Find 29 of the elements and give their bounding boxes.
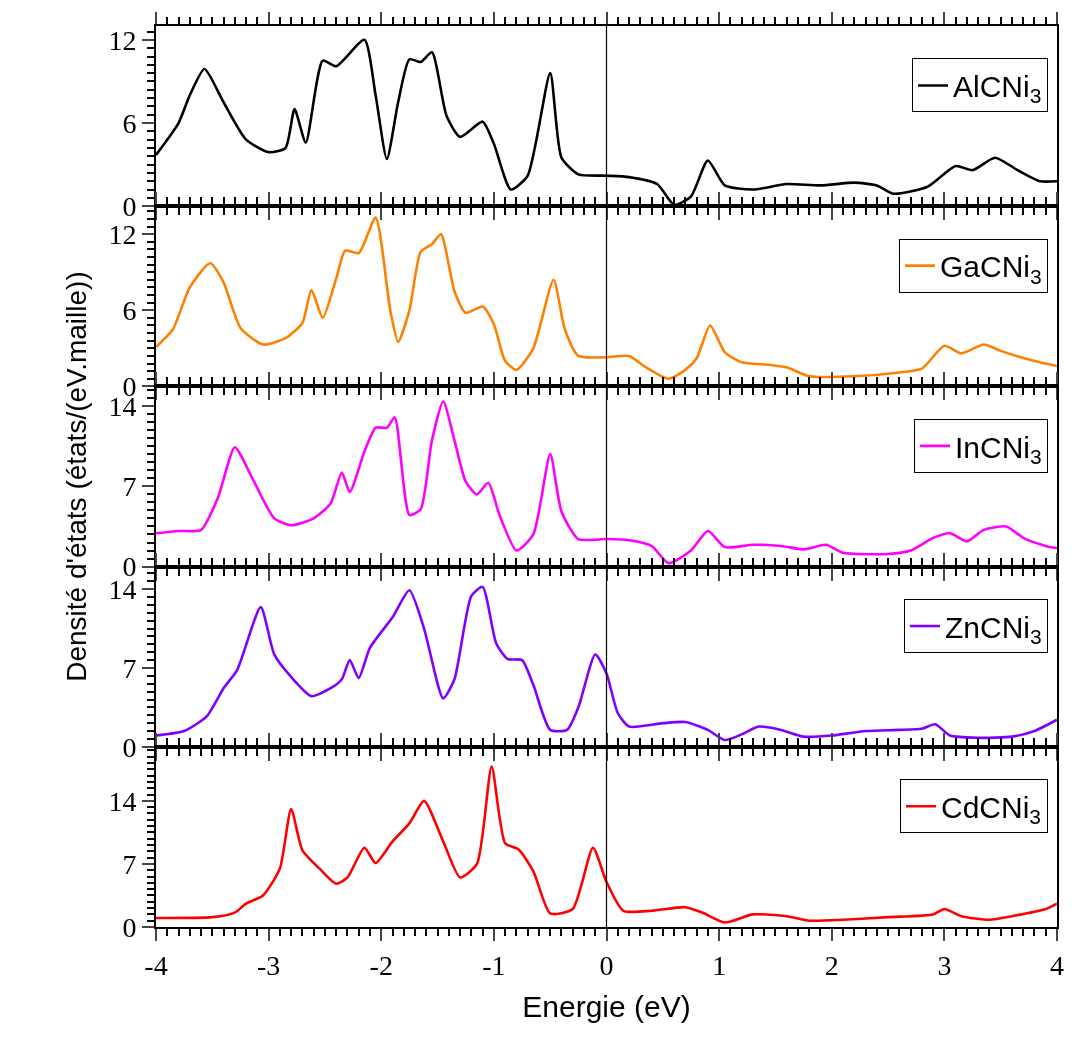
x-tick-label: 2 bbox=[824, 949, 839, 981]
x-tick-label: -4 bbox=[144, 949, 168, 981]
y-tick-label: 0 bbox=[122, 911, 137, 943]
x-axis-title: Energie (eV) bbox=[522, 989, 691, 1023]
line-series bbox=[156, 585, 1057, 742]
legend-label: GaCNi$_{3}$ bbox=[939, 250, 1042, 288]
y-tick-label: 6 bbox=[122, 295, 137, 327]
legend-label: CdCNi$_{3}$ bbox=[940, 790, 1042, 829]
y-tick-label: 6 bbox=[122, 107, 137, 139]
x-tick-label: 0 bbox=[599, 949, 614, 981]
y-tick-label: 12 bbox=[108, 24, 137, 56]
x-tick-label: -1 bbox=[482, 949, 506, 981]
x-tick-label: -2 bbox=[369, 949, 393, 981]
y-tick-label: 14 bbox=[108, 785, 137, 817]
x-tick-label: 1 bbox=[712, 949, 727, 981]
x-tick-label: 4 bbox=[1050, 949, 1064, 981]
y-tick-label: 7 bbox=[122, 848, 137, 880]
line-series bbox=[156, 400, 1057, 565]
line-series bbox=[156, 216, 1057, 381]
y-tick-label: 7 bbox=[122, 652, 137, 684]
legend-label: InCNi$_{3}$ bbox=[954, 430, 1042, 468]
y-axis-title: Densité d'états (états/(eV.maille)) bbox=[60, 271, 92, 682]
y-tick-label: 0 bbox=[122, 731, 137, 763]
legend-label: ZnCNi$_{3}$ bbox=[944, 610, 1042, 649]
x-tick-label: 3 bbox=[937, 949, 952, 981]
x-tick-label: -3 bbox=[256, 949, 281, 981]
y-tick-label: 7 bbox=[122, 471, 137, 503]
legend-label: AlCNi$_{3}$ bbox=[952, 70, 1042, 108]
line-series bbox=[156, 765, 1057, 924]
